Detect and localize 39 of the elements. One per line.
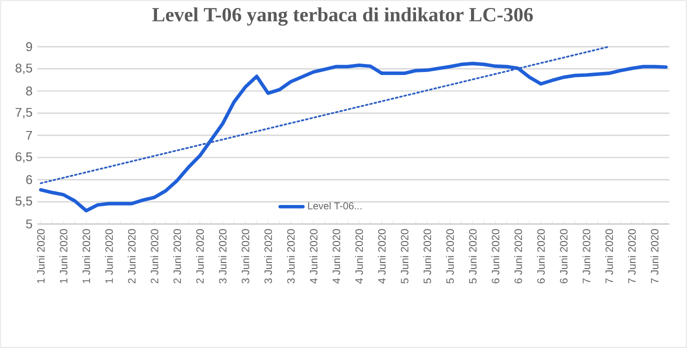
chart-title: Level T-06 yang terbaca di indikator LC-306 [152, 7, 533, 26]
y-tick-label: 6 [26, 175, 32, 184]
x-tick-label: 3 Juni 2020 [286, 229, 295, 284]
x-tick-label: 6 Juni 2020 [536, 229, 545, 284]
x-tick-label: 5 Juni 2020 [446, 229, 454, 284]
y-tick-label: 7 [26, 130, 32, 140]
legend-label: Level T-06... [308, 202, 362, 210]
y-tick-label: 5 [26, 220, 32, 228]
x-tick-label: 6 Juni 2020 [491, 229, 500, 284]
y-tick-label: 7,5 [16, 108, 32, 118]
x-tick-label: 3 Juni 2020 [241, 229, 250, 284]
x-tick-label: 7 Juni 2020 [628, 229, 636, 284]
x-tick-label: 5 Juni 2020 [468, 229, 477, 284]
y-tick-label: 5,5 [16, 196, 32, 207]
x-tick-label: 1 Juni 2020 [105, 229, 113, 284]
x-tick-label: 4 Juni 2020 [332, 229, 340, 284]
x-tick-label: 2 Juni 2020 [173, 229, 182, 284]
x-tick-label: 7 Juni 2020 [605, 229, 614, 284]
x-tick-label: 2 Juni 2020 [128, 229, 136, 284]
x-tick-label: 4 Juni 2020 [355, 229, 363, 284]
y-tick-label: 8,5 [16, 64, 32, 74]
x-tick-label: 7 Juni 2020 [582, 229, 590, 284]
x-tick-label: 7 Juni 2020 [650, 229, 658, 284]
x-tick-label: 1 Juni 2020 [60, 229, 68, 284]
x-tick-label: 2 Juni 2020 [150, 229, 158, 284]
x-tick-label: 6 Juni 2020 [560, 229, 568, 284]
y-tick-label: 8 [26, 86, 32, 96]
x-tick-label: 6 Juni 2020 [514, 229, 522, 284]
x-tick-label: 2 Juni 2020 [196, 229, 204, 284]
x-tick-label: 3 Juni 2020 [218, 229, 227, 284]
y-tick-label: 6,5 [16, 152, 32, 163]
x-tick-label: 1 Juni 2020 [82, 229, 90, 284]
x-tick-label: 4 Juni 2020 [310, 229, 318, 284]
x-tick-label: 5 Juni 2020 [400, 229, 408, 284]
x-tick-label: 1 Juni 2020 [36, 229, 45, 284]
x-tick-label: 4 Juni 2020 [378, 229, 386, 284]
y-tick-label: 9 [26, 42, 32, 52]
x-tick-label: 5 Juni 2020 [423, 229, 432, 284]
x-tick-label: 3 Juni 2020 [264, 229, 272, 284]
